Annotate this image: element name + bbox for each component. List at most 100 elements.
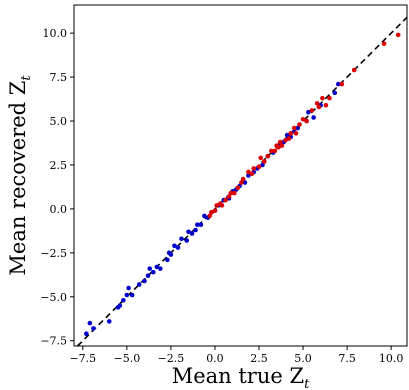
data-point — [165, 257, 170, 263]
series-1 — [207, 32, 401, 219]
data-point — [339, 81, 345, 87]
data-point — [239, 180, 244, 185]
x-tick-label: 0.0 — [206, 352, 224, 365]
plot-frame — [73, 4, 408, 347]
data-point — [291, 125, 297, 131]
x-tick-label: −5.0 — [113, 352, 140, 365]
data-point — [251, 166, 257, 171]
data-point — [228, 190, 234, 196]
data-point — [87, 320, 93, 326]
data-point — [145, 273, 151, 278]
data-point — [311, 115, 316, 120]
data-point — [175, 245, 181, 250]
data-point — [147, 266, 153, 271]
data-point — [172, 243, 177, 249]
y-tick-label: −7.5 — [40, 335, 67, 348]
data-point — [195, 222, 200, 228]
data-point — [272, 148, 278, 154]
data-point — [202, 213, 207, 219]
x-tick-label: 5.0 — [294, 352, 312, 365]
data-point — [129, 292, 135, 298]
data-point — [91, 326, 96, 331]
data-point — [142, 278, 147, 284]
x-tick-label: −7.5 — [69, 352, 96, 365]
data-point — [306, 109, 311, 115]
data-point — [126, 285, 131, 291]
data-point — [277, 139, 283, 145]
data-point — [395, 32, 401, 38]
x-tick-label: 10.0 — [379, 352, 404, 365]
data-point — [295, 125, 301, 131]
data-point — [256, 164, 262, 170]
x-axis-title-main: Mean true Z — [172, 364, 304, 388]
data-point — [276, 145, 281, 150]
ticks-layer: −7.5 −5.0 −2.5 0.0 2.5 5.0 7.5 10.0 −7.5 −5.0 −2.5… — [40, 27, 403, 365]
data-point — [223, 197, 228, 203]
data-point — [242, 180, 248, 185]
data-point — [193, 227, 198, 233]
data-point — [136, 282, 142, 287]
data-point — [121, 297, 126, 303]
y-axis-title-subscript: t — [19, 75, 34, 81]
y-tick-label: −2.5 — [40, 247, 67, 260]
data-point — [249, 171, 255, 177]
data-point — [283, 138, 288, 143]
data-point — [209, 210, 214, 215]
y-tick-label: 7.5 — [50, 71, 68, 84]
data-point — [84, 331, 89, 336]
data-point — [198, 222, 204, 228]
data-point — [117, 303, 123, 308]
data-point — [158, 266, 163, 271]
data-point — [332, 90, 338, 96]
data-point — [226, 194, 232, 199]
y-tick-label: 0.0 — [50, 203, 68, 216]
data-point — [279, 143, 285, 148]
y-tick-label: 5.0 — [50, 115, 68, 128]
data-point — [186, 229, 191, 235]
data-point — [314, 101, 320, 106]
y-axis-title: Mean recovered Zt — [6, 75, 34, 276]
data-point — [246, 173, 251, 178]
data-point — [284, 132, 290, 138]
data-point — [240, 176, 246, 182]
data-point — [261, 159, 267, 164]
data-point — [150, 269, 156, 275]
y-tick-label: 2.5 — [50, 159, 68, 172]
data-point — [297, 122, 302, 127]
data-point — [154, 264, 160, 270]
data-point — [179, 236, 184, 242]
y-tick-label: −5.0 — [40, 291, 67, 304]
data-point — [214, 203, 220, 208]
data-point — [189, 231, 195, 236]
data-point — [351, 67, 357, 73]
data-point — [293, 131, 299, 136]
data-point — [323, 102, 329, 108]
data-point — [269, 148, 274, 154]
series-layer — [84, 32, 401, 336]
data-point — [327, 95, 332, 101]
data-point — [288, 131, 294, 136]
data-point — [260, 162, 265, 168]
data-point — [320, 95, 325, 101]
x-axis-title: Mean true Zt — [172, 364, 310, 390]
data-point — [265, 153, 271, 159]
data-point — [300, 116, 306, 122]
data-point — [106, 319, 112, 324]
data-point — [381, 41, 387, 46]
x-tick-label: −2.5 — [158, 352, 185, 365]
y-tick-label: 10.0 — [43, 27, 68, 40]
y-axis-title-main: Mean recovered Z — [6, 81, 30, 276]
data-point — [304, 118, 309, 124]
data-point — [207, 213, 212, 219]
data-point — [258, 155, 264, 161]
data-point — [184, 238, 190, 243]
data-point — [232, 190, 237, 196]
data-point — [316, 104, 322, 110]
x-tick-label: 2.5 — [250, 352, 268, 365]
data-point — [212, 208, 218, 213]
x-tick-label: 7.5 — [338, 352, 356, 365]
data-point — [335, 81, 341, 87]
data-point — [168, 252, 174, 257]
data-point — [124, 292, 130, 298]
